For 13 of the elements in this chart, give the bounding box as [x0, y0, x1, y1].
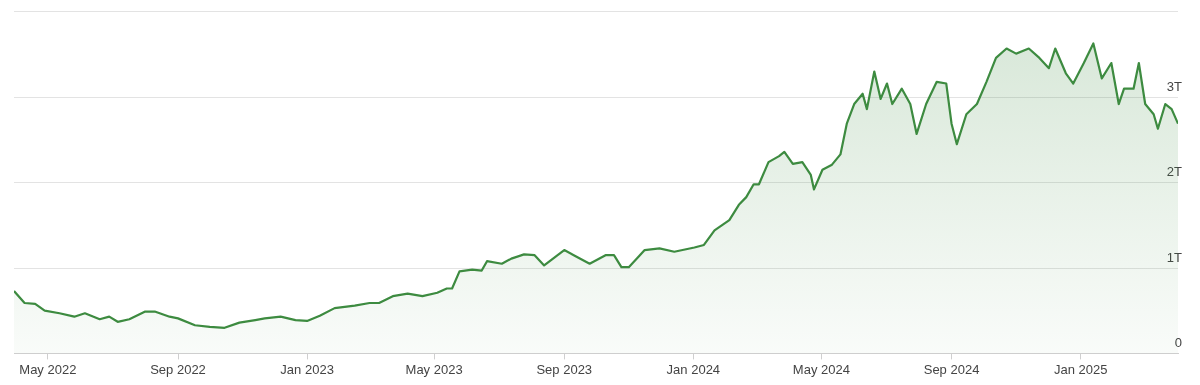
x-tick-label: May 2023 [405, 361, 463, 377]
y-tick-label: 2T [1166, 164, 1183, 180]
y-tick-label: 3T [1166, 78, 1183, 94]
x-tick-label: Jan 2024 [666, 361, 721, 377]
y-tick-label: 0 [1174, 334, 1182, 350]
x-tick-label: May 2022 [19, 361, 77, 377]
x-tick-label: May 2024 [792, 361, 850, 377]
x-tick-label: Sep 2024 [923, 361, 980, 377]
x-tick-label: Jan 2025 [1053, 361, 1108, 377]
y-tick-label: 1T [1166, 249, 1183, 265]
x-tick-label: Sep 2023 [536, 361, 593, 377]
x-tick-label: Sep 2022 [150, 361, 206, 377]
x-tick-label: Jan 2023 [280, 361, 334, 377]
